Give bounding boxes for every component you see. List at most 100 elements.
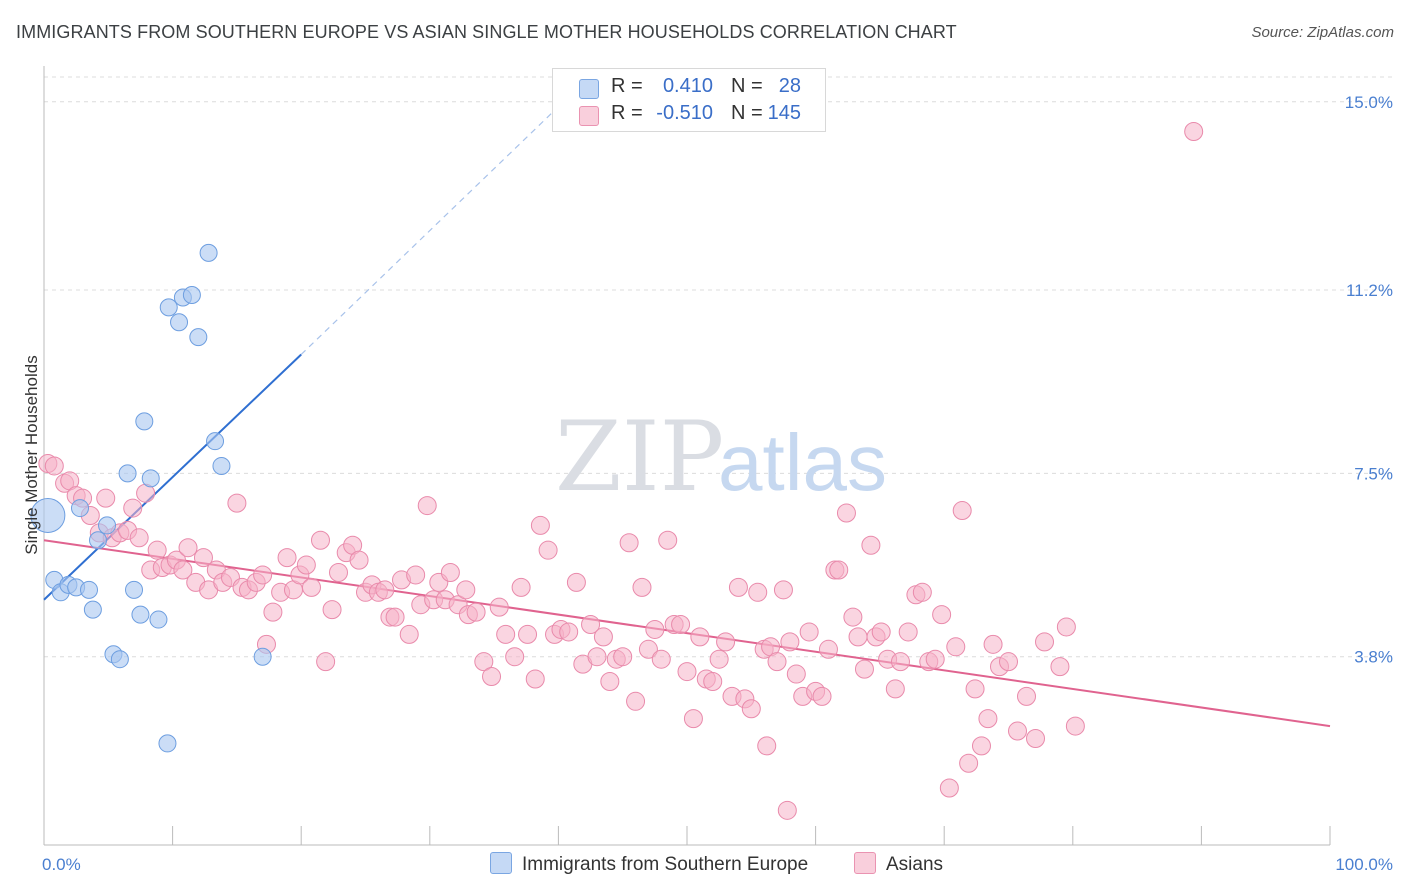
y-tick-label: 15.0% [1345,93,1393,112]
asians-point [147,540,167,560]
southern-europe-point [199,243,218,262]
y-tick-label: 7.5% [1354,464,1393,483]
asians-point [399,624,419,644]
asians-point [812,686,832,706]
trend-line-southern-europe [43,353,302,601]
asians-point [417,496,437,516]
asians-point [912,582,932,602]
asians-point [466,602,486,622]
asians-point [748,582,768,602]
asians-point [496,624,516,644]
asians-point [349,550,369,570]
legend-label-southern-europe: Immigrants from Southern Europe [522,854,809,875]
asians-point [786,664,806,684]
asians-point [716,632,736,652]
y-tick-label: 11.2% [1346,281,1393,300]
asians-point [525,669,545,689]
asians-point [952,501,972,521]
asians-point [690,627,710,647]
southern-europe-point [182,286,201,305]
asians-point [898,622,918,642]
southern-europe-point [135,412,154,431]
southern-europe-point [110,650,129,669]
asians-point [1065,716,1085,736]
southern-europe-point [149,610,168,629]
legend-swatch-blue [579,79,599,99]
southern-europe-point [30,498,66,534]
asians-point [518,624,538,644]
x-tick-label-max: 100.0% [1335,855,1393,874]
asians-point [263,602,283,622]
asians-point [193,548,213,568]
asians-point [1017,686,1037,706]
asians-point [489,597,509,617]
asians-point [1035,632,1055,652]
legend-n-value: 28 [778,75,801,97]
asians-point [482,667,502,687]
asians-point [965,679,985,699]
asians-point [296,555,316,575]
stats-legend: R = 0.410 N = 28 R = -0.510 N = 145 [552,68,826,132]
trend-line-asians [43,539,1331,728]
asians-point [703,671,723,691]
asians-point [946,637,966,657]
asians-point [600,671,620,691]
legend-item-southern-europe: Immigrants from Southern Europe [490,852,808,876]
axes [43,66,1331,846]
southern-europe-point [253,647,272,666]
asians-point [375,580,395,600]
legend-r-value: -0.510 [656,102,713,124]
asians-point [773,580,793,600]
asians-point [767,652,787,672]
asians-point [818,639,838,659]
asians-point [959,753,979,773]
asians-point [44,456,64,476]
asians-point [123,498,143,518]
southern-europe-point [118,464,137,483]
legend-row-asians: R = -0.510 N = 145 [553,100,825,128]
asians-point [626,691,646,711]
y-tick-labels: 3.8% 7.5% 11.2% 15.0% [1345,93,1393,667]
southern-europe-point [141,469,160,488]
asians-point [645,619,665,639]
asians-point [505,647,525,667]
asians-point [854,659,874,679]
asians-point [566,572,586,592]
asians-point [983,634,1003,654]
chart-source: Source: ZipAtlas.com [1251,24,1394,41]
southern-europe-point [159,298,178,317]
asians-point [799,622,819,642]
asians-point [843,607,863,627]
asians-point [728,577,748,597]
asians-point [999,652,1018,672]
watermark-atlas: atlas [718,418,887,507]
asians-point [777,800,797,820]
asians-point [129,528,149,548]
asians-point [638,639,658,659]
asians-point [1056,617,1076,637]
legend-n-label: N = [731,75,763,97]
asians-point [1050,657,1070,677]
asians-points [38,122,1204,820]
trend-extension-southern-europe [300,106,559,355]
legend-item-asians: Asians [854,852,943,876]
asians-point [474,652,494,672]
asians-point [677,662,697,682]
legend-swatch-pink [854,852,876,874]
asians-point [581,615,601,635]
asians-point [1008,721,1028,741]
asians-point [971,736,991,756]
asians-point [871,622,891,642]
asians-point [848,627,868,647]
asians-point [885,679,905,699]
asians-point [328,562,348,582]
southern-europe-point [89,531,108,550]
legend-row-southern-europe: R = 0.410 N = 28 [553,73,825,101]
asians-point [709,649,729,669]
asians-point [836,503,856,523]
southern-europe-point [189,328,208,347]
asians-point [939,778,959,798]
legend-n-label: N = [731,102,763,124]
asians-point [658,530,678,550]
